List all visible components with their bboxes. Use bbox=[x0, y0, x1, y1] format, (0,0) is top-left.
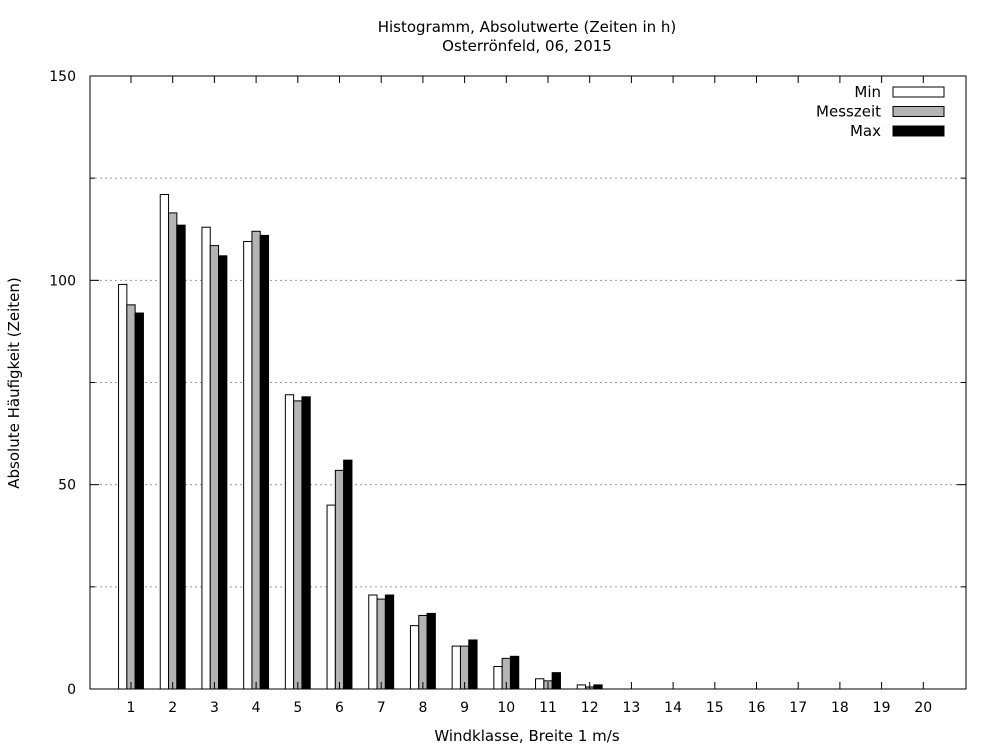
x-tick-label: 16 bbox=[748, 700, 766, 716]
x-tick-label: 5 bbox=[293, 700, 302, 716]
x-tick-label: 13 bbox=[622, 700, 640, 716]
x-tick-label: 15 bbox=[706, 700, 724, 716]
x-tick-label: 11 bbox=[539, 700, 557, 716]
bar-min bbox=[326, 504, 336, 690]
x-tick-label: 20 bbox=[914, 700, 932, 716]
x-tick-label: 3 bbox=[210, 700, 219, 716]
bar-max bbox=[176, 224, 186, 690]
y-axis-label: Absolute Häufigkeit (Zeiten) bbox=[5, 277, 23, 488]
bar-max bbox=[218, 255, 228, 690]
legend-swatch bbox=[892, 125, 945, 137]
x-tick-label: 12 bbox=[581, 700, 599, 716]
y-axis: 0 50 100 150 bbox=[49, 69, 966, 698]
bar-max bbox=[509, 655, 520, 690]
chart-subtitle: Osterrönfeld, 06, 2015 bbox=[442, 37, 612, 55]
bar-max bbox=[551, 672, 561, 690]
bar-min bbox=[118, 283, 128, 690]
bar-max bbox=[593, 684, 603, 690]
bar-min bbox=[451, 645, 461, 690]
bar-min bbox=[159, 194, 170, 690]
x-tick-label: 9 bbox=[460, 700, 469, 716]
x-axis: 1 2 3 4 5 6 7 8 9 10 11 12 13 14 15 16 17 18 19 20 bbox=[127, 76, 932, 716]
bar-min bbox=[284, 394, 295, 690]
x-tick-label: 18 bbox=[831, 700, 849, 716]
x-tick-label: 6 bbox=[335, 700, 344, 716]
x-tick-label: 1 bbox=[127, 700, 136, 716]
legend-label: Min bbox=[854, 83, 881, 101]
chart-title: Histogramm, Absolutwerte (Zeiten in h) bbox=[378, 18, 677, 36]
x-tick-label: 19 bbox=[873, 700, 891, 716]
bar-min bbox=[368, 594, 378, 690]
bar-max bbox=[384, 594, 395, 690]
x-tick-label: 14 bbox=[664, 700, 682, 716]
y-tick-label: 0 bbox=[67, 682, 76, 698]
bar-min bbox=[493, 666, 503, 690]
legend-swatch bbox=[892, 106, 945, 117]
x-tick-label: 2 bbox=[168, 700, 177, 716]
bar-messzeit bbox=[251, 230, 261, 690]
bar-min bbox=[576, 684, 587, 690]
bar-messzeit bbox=[293, 400, 303, 690]
bar-messzeit bbox=[334, 469, 345, 690]
bar-messzeit bbox=[209, 245, 220, 690]
legend-swatch bbox=[892, 86, 945, 98]
bar-max bbox=[301, 396, 311, 690]
bar-max bbox=[134, 312, 144, 690]
x-tick-label: 8 bbox=[418, 700, 427, 716]
y-tick-label: 100 bbox=[49, 273, 76, 289]
bar-min bbox=[201, 226, 211, 690]
bar-min bbox=[409, 625, 420, 690]
bar-messzeit bbox=[126, 304, 136, 690]
gridlines bbox=[90, 177, 966, 588]
legend-label: Messzeit bbox=[816, 103, 881, 121]
x-tick-label: 4 bbox=[252, 700, 261, 716]
bar-messzeit bbox=[168, 212, 178, 690]
y-tick-label: 50 bbox=[58, 478, 76, 494]
bar-messzeit bbox=[376, 598, 386, 690]
legend-label: Max bbox=[850, 122, 881, 140]
x-tick-label: 17 bbox=[789, 700, 807, 716]
x-tick-label: 7 bbox=[377, 700, 386, 716]
y-tick-label: 150 bbox=[49, 69, 76, 85]
bar-max bbox=[259, 234, 270, 690]
bar-messzeit bbox=[418, 614, 428, 690]
bar-max bbox=[426, 612, 436, 690]
bars bbox=[118, 194, 603, 690]
x-axis-label: Windklasse, Breite 1 m/s bbox=[434, 727, 620, 745]
bar-min bbox=[243, 241, 253, 690]
bar-min bbox=[535, 678, 545, 690]
bar-max bbox=[468, 639, 478, 690]
bar-max bbox=[343, 459, 353, 690]
x-tick-label: 10 bbox=[497, 700, 515, 716]
